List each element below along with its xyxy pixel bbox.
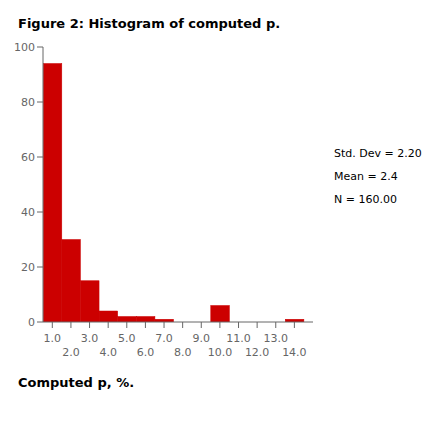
svg-text:2.0: 2.0 [62,346,80,359]
html-text:N = 160.00: N = 160.00 [334,193,397,206]
svg-text:20: 20 [21,261,35,274]
html-text:Std. Dev = 2.20: Std. Dev = 2.20 [334,147,422,160]
svg-text:12.0: 12.0 [245,346,270,359]
svg-text:1.0: 1.0 [44,332,62,345]
html-text:Computed p, %.: Computed p, %. [18,375,135,390]
svg-text:13.0: 13.0 [264,332,289,345]
svg-text:7.0: 7.0 [155,332,173,345]
svg-text:40: 40 [21,206,35,219]
html-text:Figure 2: Histogram of compute: Figure 2: Histogram of computed p. [18,16,281,31]
svg-text:60: 60 [21,151,35,164]
html-text:Mean = 2.4: Mean = 2.4 [334,170,398,183]
svg-text:100: 100 [14,41,35,54]
svg-text:0: 0 [28,316,35,329]
svg-text:80: 80 [21,96,35,109]
svg-text:11.0: 11.0 [226,332,251,345]
svg-text:3.0: 3.0 [81,332,99,345]
svg-text:9.0: 9.0 [193,332,211,345]
svg-text:8.0: 8.0 [174,346,192,359]
svg-text:10.0: 10.0 [208,346,233,359]
svg-text:5.0: 5.0 [118,332,136,345]
svg-text:4.0: 4.0 [99,346,117,359]
svg-text:6.0: 6.0 [137,346,155,359]
svg-text:14.0: 14.0 [282,346,307,359]
